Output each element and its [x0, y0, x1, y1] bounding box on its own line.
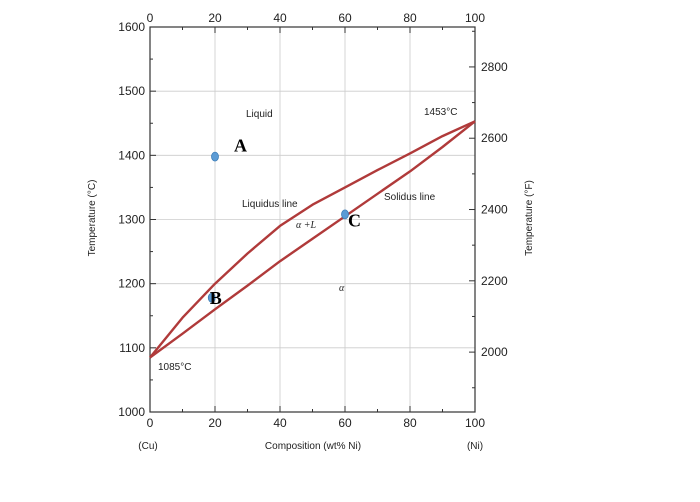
point-a-marker — [211, 151, 219, 162]
y-tick-label-left: 1500 — [118, 84, 145, 98]
y-tick-label-left: 1200 — [118, 277, 145, 291]
cu-melting-point-label: 1085°C — [158, 362, 191, 373]
x-tick-label-top: 60 — [338, 11, 352, 25]
ni-end-label: (Ni) — [467, 441, 483, 452]
ni-melting-point-label: 1453°C — [424, 107, 457, 118]
cu-end-label: (Cu) — [138, 441, 157, 452]
x-tick-label-bottom: 60 — [338, 416, 352, 430]
y-tick-label-right: 2600 — [481, 131, 508, 145]
y-axis-title-left: Temperature (°C) — [87, 180, 98, 257]
x-tick-label-bottom: 40 — [273, 416, 287, 430]
y-tick-label-right: 2800 — [481, 60, 508, 74]
liquid-region-label: Liquid — [246, 109, 273, 120]
marked-points: A B C — [207, 136, 361, 308]
x-tick-label-top: 40 — [273, 11, 287, 25]
x-tick-label-bottom: 0 — [147, 416, 154, 430]
y-tick-label-left: 1400 — [118, 148, 145, 162]
y-tick-label-left: 1600 — [118, 20, 145, 34]
annotations: Liquid 1453°C 1085°C Liquidus line Solid… — [158, 107, 457, 373]
solidus-line-label: Solidus line — [384, 192, 436, 203]
x-tick-label-bottom: 20 — [208, 416, 222, 430]
x-tick-label-top: 100 — [465, 11, 485, 25]
x-tick-label-top: 80 — [403, 11, 417, 25]
x-tick-label-top: 0 — [147, 11, 154, 25]
alpha-region-label: α — [339, 283, 345, 294]
solidus-curve — [149, 120, 476, 359]
tick-labels: 0 0 20 20 40 40 60 60 80 80 100 100 1000 1100 1200 1300… — [118, 11, 508, 430]
y-tick-label-left: 1000 — [118, 405, 145, 419]
point-b-marker — [207, 292, 216, 303]
y-tick-label-left: 1300 — [118, 213, 145, 227]
point-c-marker — [341, 209, 349, 220]
y-tick-label-right: 2000 — [481, 345, 508, 359]
alpha-liquid-region-label: α +L — [296, 220, 316, 231]
y-tick-label-right: 2200 — [481, 274, 508, 288]
axis-titles: Composition (wt% Ni) (Cu) (Ni) Temperatu… — [87, 180, 535, 452]
point-c-label: C — [348, 210, 361, 230]
axis-ticks — [149, 26, 476, 413]
phase-curves — [149, 120, 476, 359]
point-a-label: A — [234, 136, 247, 156]
x-axis-title: Composition (wt% Ni) — [265, 441, 361, 452]
y-tick-label-left: 1100 — [119, 341, 145, 355]
y-tick-label-right: 2400 — [481, 203, 508, 217]
y-axis-title-right: Temperature (°F) — [524, 180, 535, 256]
x-tick-label-top: 20 — [208, 11, 222, 25]
liquidus-line-label: Liquidus line — [242, 199, 298, 210]
liquidus-curve — [149, 120, 476, 359]
x-tick-label-bottom: 80 — [403, 416, 417, 430]
x-tick-label-bottom: 100 — [465, 416, 485, 430]
point-b-label: B — [210, 288, 222, 308]
